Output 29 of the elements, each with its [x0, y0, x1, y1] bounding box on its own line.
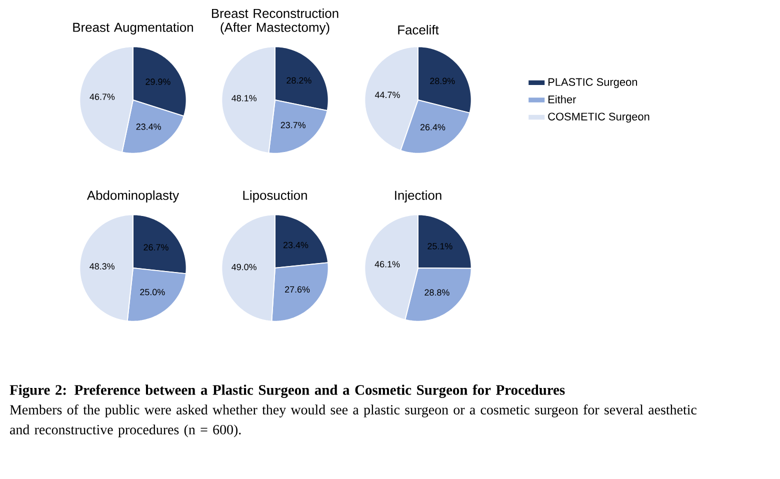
data-label: 28.2%	[286, 77, 312, 84]
data-label: 48.3%	[90, 263, 115, 270]
chart-title: Facelift	[398, 24, 439, 34]
chart-title: Breast Augmentation	[73, 22, 193, 34]
data-label: 27.6%	[285, 286, 310, 293]
data-label: 49.0%	[232, 264, 256, 270]
data-label: 44.7%	[374, 92, 400, 98]
data-label: 23.4%	[136, 124, 161, 130]
data-label: 46.1%	[374, 261, 400, 268]
data-label: 23.4%	[283, 242, 308, 248]
chart-title: Abdominoplasty	[86, 190, 180, 202]
data-label: 25.0%	[140, 288, 165, 296]
data-label: 28.8%	[424, 289, 450, 296]
caption: Figure 2: Preference between a Plastic Surgeon and a Cosmetic Surgeon for Procedures	[10, 384, 565, 398]
legend-label: PLASTIC Surgeon	[548, 78, 638, 88]
data-label: 26.4%	[420, 124, 446, 130]
text: Members of the public were asked whether they would see a plastic surgeon or a cosmetic surgeon for several aesthetic and reconstructive procedures (n = 600).	[10, 404, 696, 438]
legend-label: COSMETIC Surgeon	[548, 112, 650, 123]
data-label: 23.7%	[280, 122, 306, 128]
data-label: 25.1%	[428, 243, 452, 250]
legend-label: Either	[548, 95, 576, 104]
chart-title: Breast Reconstruction (After Mastectomy)	[212, 8, 338, 34]
data-label: 28.9%	[430, 78, 455, 84]
data-label: 48.1%	[232, 94, 257, 102]
data-label: 46.7%	[90, 94, 115, 100]
chart-title: Injection	[395, 190, 442, 202]
data-label: 26.7%	[144, 244, 168, 251]
data-label: 29.9%	[146, 78, 170, 85]
chart-title: Liposuction	[243, 190, 307, 202]
